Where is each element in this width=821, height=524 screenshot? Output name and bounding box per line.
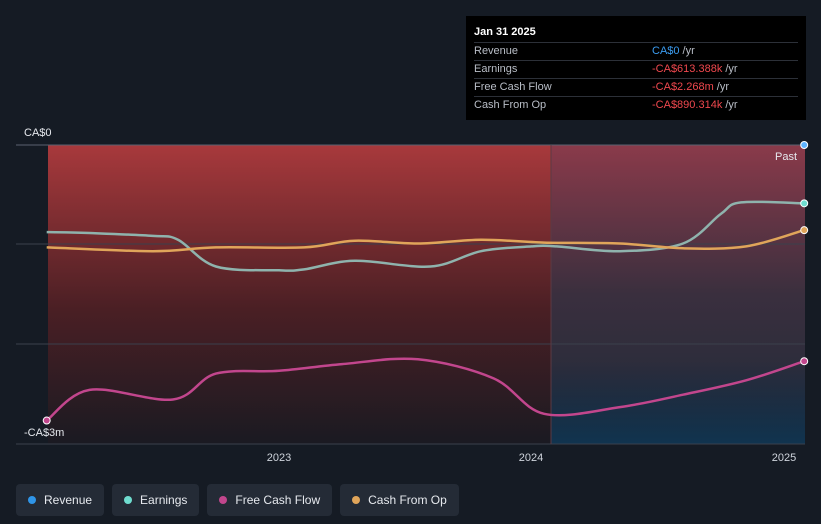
x-tick-2023: 2023 [267, 452, 291, 464]
past-label: Past [775, 151, 797, 163]
tooltip-unit: /yr [716, 81, 729, 93]
tooltip-row-free-cash-flow: Free Cash Flow -CA$2.268m /yr [474, 78, 798, 96]
tooltip-value: CA$0 [652, 45, 680, 57]
tooltip-row-revenue: Revenue CA$0 /yr [474, 42, 798, 60]
tooltip-label: Free Cash Flow [474, 81, 552, 93]
legend-dot-icon [124, 496, 133, 504]
tooltip-unit: /yr [725, 99, 738, 111]
fcf-fill-recent [551, 360, 805, 444]
legend-label: Free Cash Flow [235, 493, 321, 507]
legend-item-cash-from-op[interactable]: Cash From Op [340, 484, 459, 516]
plot-area-past [48, 145, 551, 444]
free-cash-flow-start-point [42, 416, 51, 425]
cash-from-op-line [46, 228, 805, 253]
tooltip: Jan 31 2025 Revenue CA$0 /yr Earnings -C… [466, 16, 806, 120]
x-tick-2025: 2025 [772, 452, 796, 464]
legend-dot-icon [352, 496, 361, 504]
legend-item-revenue[interactable]: Revenue [16, 484, 105, 516]
series-layer [42, 141, 809, 425]
tooltip-date: Jan 31 2025 [474, 26, 536, 38]
tooltip-value: -CA$890.314k [652, 99, 723, 111]
legend-item-free-cash-flow[interactable]: Free Cash Flow [207, 484, 333, 516]
tooltip-row-earnings: Earnings -CA$613.388k /yr [474, 60, 798, 78]
legend-label: Earnings [140, 493, 188, 507]
tooltip-label: Cash From Op [474, 99, 547, 111]
y-bottom-label: -CA$3m [24, 427, 64, 439]
tooltip-label: Revenue [474, 45, 519, 57]
legend-item-earnings[interactable]: Earnings [112, 484, 200, 516]
legend-dot-icon [28, 496, 36, 504]
earnings-line [46, 200, 805, 272]
legend-label: Revenue [44, 493, 93, 507]
earnings-end-point [800, 199, 809, 208]
tooltip-label: Earnings [474, 63, 518, 75]
free-cash-flow-end-point [800, 357, 809, 366]
legend-dot-icon [219, 496, 228, 504]
legend-label: Cash From Op [368, 493, 447, 507]
tooltip-unit: /yr [725, 63, 738, 75]
tooltip-row-cash-from-op: Cash From Op -CA$890.314k /yr [474, 96, 798, 114]
revenue-end-point [800, 141, 809, 149]
x-tick-2024: 2024 [519, 452, 543, 464]
free-cash-flow-line [45, 357, 805, 422]
cash-from-op-end-point [800, 226, 809, 235]
y-top-label: CA$0 [24, 127, 52, 139]
tooltip-value: -CA$613.388k [652, 63, 723, 75]
tooltip-value: -CA$2.268m [652, 81, 714, 93]
tooltip-unit: /yr [682, 45, 695, 57]
legend: Revenue Earnings Free Cash Flow Cash Fro… [16, 484, 459, 516]
